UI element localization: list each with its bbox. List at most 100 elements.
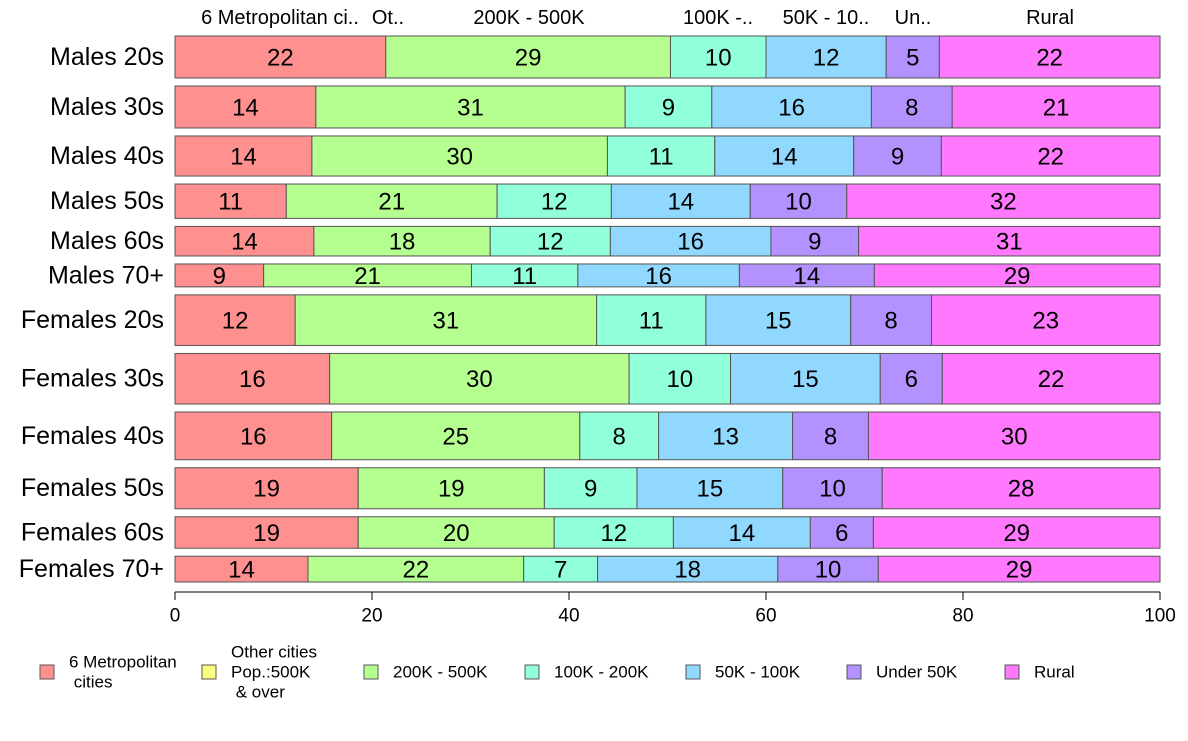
- row-label: Males 60s: [50, 227, 164, 255]
- data-label: 14: [729, 520, 756, 547]
- data-label: 29: [1006, 557, 1033, 584]
- top-category-label: Ot..: [372, 7, 404, 29]
- data-label: 14: [230, 144, 257, 171]
- bar-segment: [174, 85, 317, 129]
- data-label: 14: [228, 557, 255, 584]
- bar-segment: [311, 135, 608, 177]
- data-label: 31: [996, 229, 1023, 256]
- bar-segment: [879, 352, 943, 405]
- data-label: 22: [1036, 44, 1063, 71]
- bar-segment: [331, 411, 581, 461]
- row-label: Females 60s: [21, 518, 164, 546]
- data-label: 16: [677, 229, 704, 256]
- row-label: Females 40s: [21, 422, 164, 450]
- bar-segment: [174, 411, 333, 461]
- bar-segment: [792, 411, 869, 461]
- data-label: 19: [253, 476, 280, 503]
- bar-segment: [489, 225, 611, 257]
- data-label: 9: [808, 229, 821, 256]
- legend-swatch: [201, 664, 217, 680]
- data-label: 22: [402, 557, 429, 584]
- data-label: 10: [666, 366, 693, 393]
- bar-segment: [543, 467, 638, 510]
- legend-label: Other cities: [231, 643, 317, 662]
- data-label: 16: [239, 366, 266, 393]
- data-label: 32: [990, 189, 1017, 216]
- bar-segment: [846, 183, 1161, 219]
- bar-segment: [294, 294, 598, 346]
- data-label: 21: [1043, 94, 1070, 121]
- bar-segment: [285, 183, 498, 219]
- data-label: 10: [705, 44, 732, 71]
- legend-label: 50K - 100K: [715, 663, 801, 682]
- legend-swatch: [685, 664, 701, 680]
- bar-segment: [765, 35, 887, 79]
- data-label: 30: [446, 144, 473, 171]
- data-label: 21: [354, 263, 381, 290]
- data-label: 9: [584, 476, 597, 503]
- data-label: 12: [537, 229, 564, 256]
- bar-segment: [669, 35, 767, 79]
- data-label: 22: [1038, 366, 1065, 393]
- data-label: 9: [213, 263, 226, 290]
- row-label: Males 40s: [50, 142, 164, 170]
- bar-segment: [596, 294, 707, 346]
- row-label: Females 20s: [21, 306, 164, 334]
- bar-segment: [523, 555, 599, 583]
- bar-segment: [881, 467, 1161, 510]
- data-label: 8: [824, 423, 837, 450]
- data-label: 14: [771, 144, 798, 171]
- x-tick-label: 40: [558, 606, 579, 627]
- bar-segment: [749, 183, 848, 219]
- legend-label: Rural: [1034, 663, 1075, 682]
- bar-segment: [853, 135, 942, 177]
- data-label: 15: [792, 366, 819, 393]
- data-label: 16: [240, 423, 267, 450]
- legend-swatch: [524, 664, 540, 680]
- data-label: 8: [613, 423, 626, 450]
- bar-segment: [307, 555, 525, 583]
- top-category-label: Rural: [1026, 7, 1074, 29]
- top-category-label: 200K - 500K: [473, 7, 585, 29]
- data-label: 5: [906, 44, 919, 71]
- bar-segment: [553, 516, 674, 549]
- row-label: Males 20s: [50, 43, 164, 71]
- legend-label: cities: [69, 673, 112, 692]
- data-label: 14: [667, 189, 694, 216]
- legend-swatch: [363, 664, 379, 680]
- data-label: 16: [645, 263, 672, 290]
- bar-segment: [174, 467, 359, 510]
- row-label: Females 70+: [19, 555, 164, 583]
- bar-segment: [858, 225, 1161, 257]
- data-label: 8: [884, 308, 897, 335]
- bar-segment: [628, 352, 732, 405]
- bar-segment: [610, 183, 751, 219]
- bar-segment: [885, 35, 940, 79]
- bar-segment: [609, 225, 772, 257]
- bar-segment: [941, 352, 1161, 405]
- data-label: 12: [222, 308, 249, 335]
- row-label: Males 50s: [50, 187, 164, 215]
- data-label: 29: [1003, 520, 1030, 547]
- bar-segment: [877, 555, 1161, 583]
- data-label: 8: [905, 94, 918, 121]
- data-label: 6: [905, 366, 918, 393]
- data-label: 7: [554, 557, 567, 584]
- bar-segment: [174, 225, 315, 257]
- bar-segment: [940, 135, 1161, 177]
- legend-label: Pop.:500K: [231, 663, 311, 682]
- data-label: 14: [794, 263, 821, 290]
- bar-segment: [597, 555, 779, 583]
- data-label: 14: [232, 94, 259, 121]
- data-label: 20: [443, 520, 470, 547]
- bar-segment: [579, 411, 660, 461]
- data-label: 13: [712, 423, 739, 450]
- bar-segment: [873, 263, 1161, 288]
- data-label: 30: [1001, 423, 1028, 450]
- bar-segment: [329, 352, 630, 405]
- top-category-label: 50K - 10..: [783, 7, 870, 29]
- data-label: 11: [218, 189, 243, 216]
- top-category-label: 6 Metropolitan ci..: [201, 7, 359, 29]
- bar-segment: [658, 411, 794, 461]
- row-label: Females 50s: [21, 474, 164, 502]
